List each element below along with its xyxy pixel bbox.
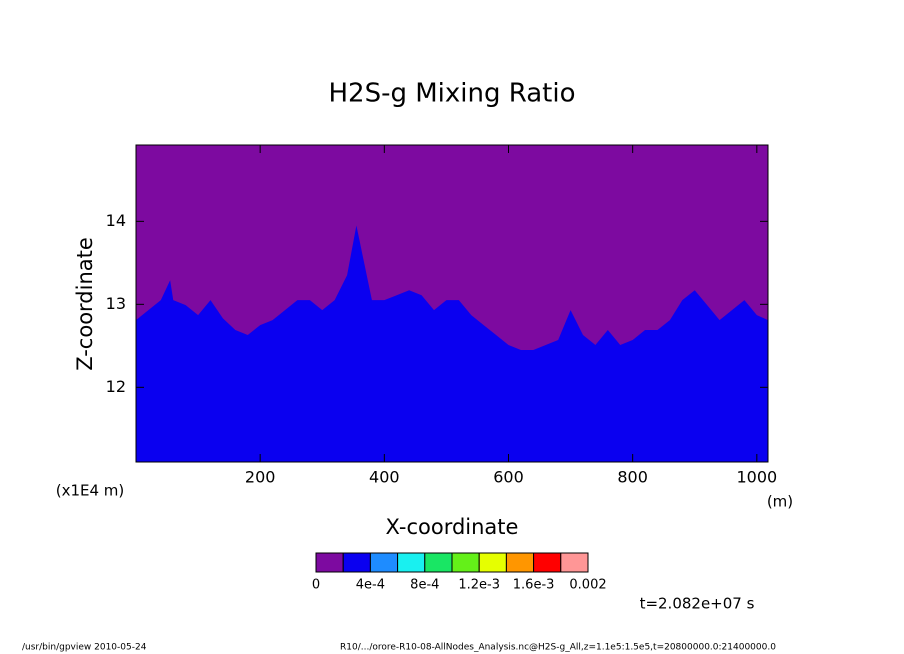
x-tick-label: 400 <box>369 468 400 487</box>
time-label: t=2.082e+07 s <box>640 595 755 613</box>
x-tick-label: 800 <box>617 468 648 487</box>
y-tick-label: 12 <box>106 377 126 396</box>
x-tick-label: 200 <box>245 468 276 487</box>
x-unit: (m) <box>767 493 793 511</box>
colorbar-box <box>451 552 480 573</box>
colorbar-box <box>478 552 507 573</box>
y-tick-label: 13 <box>106 294 126 313</box>
colorbar-label: 0.002 <box>569 578 606 593</box>
footer-left: /usr/bin/gpview 2010-05-24 <box>22 643 147 653</box>
y-unit: (x1E4 m) <box>56 482 125 500</box>
footer-right: R10/.../orore-R10-08-AllNodes_Analysis.n… <box>340 643 776 653</box>
x-tick-label: 600 <box>493 468 524 487</box>
colorbar-label: 4e-4 <box>356 578 385 593</box>
x-tick-label: 1000 <box>736 468 777 487</box>
colorbar-box <box>369 552 399 573</box>
lower-region <box>136 225 768 462</box>
colorbar-box <box>342 552 371 573</box>
colorbar-box <box>505 552 535 573</box>
colorbar-box <box>560 552 589 573</box>
colorbar-label: 0 <box>312 578 320 593</box>
chart-title: H2S-g Mixing Ratio <box>328 79 575 109</box>
x-axis-label: X-coordinate <box>386 515 519 539</box>
colorbar-label: 1.2e-3 <box>458 578 500 593</box>
y-axis-label: Z-coordinate <box>73 237 97 371</box>
colorbar-box <box>315 552 344 573</box>
plot-frame <box>135 144 769 463</box>
colorbar-box <box>397 552 426 573</box>
colorbar-label: 8e-4 <box>410 578 439 593</box>
y-tick-label: 14 <box>106 211 126 230</box>
colorbar-box <box>424 552 453 573</box>
colorbar-box <box>533 552 562 573</box>
colorbar-label: 1.6e-3 <box>513 578 555 593</box>
